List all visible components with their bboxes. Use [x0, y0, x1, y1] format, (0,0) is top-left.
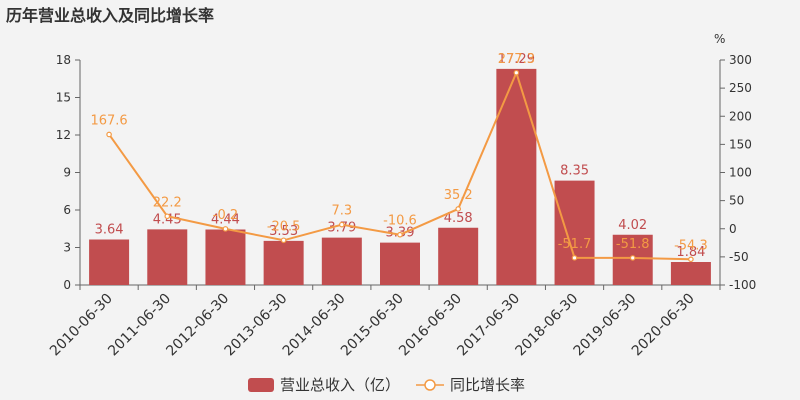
bar-data-label: 4.02	[618, 218, 647, 233]
x-tick-label: 2020-06-30	[629, 291, 698, 360]
bar	[554, 180, 595, 285]
bar-data-label: 17.29	[498, 52, 535, 67]
growth-point	[164, 213, 171, 220]
growth-data-label: 167.6	[90, 113, 127, 128]
legend-bar-swatch	[248, 377, 274, 392]
y-right-tick-label: -50	[729, 250, 749, 264]
growth-data-label: 35.2	[444, 188, 473, 203]
y-right-tick-label: 300	[729, 53, 752, 67]
growth-data-label: 277.3	[498, 52, 535, 67]
y-left-tick-label: 15	[56, 91, 71, 105]
legend-item-growth[interactable]: 同比增长率	[416, 374, 525, 395]
bar	[438, 227, 479, 285]
legend-line-swatch	[416, 378, 445, 391]
legend-item-revenue[interactable]: 营业总收入（亿）	[248, 374, 400, 395]
y-right-tick-label: 0	[729, 222, 737, 236]
bar	[380, 242, 420, 285]
legend-bar-label: 营业总收入（亿）	[280, 376, 401, 394]
growth-data-label: -54.3	[674, 238, 708, 253]
bar	[147, 229, 188, 285]
bar	[205, 229, 246, 285]
bar-data-label: 1.84	[676, 245, 705, 260]
growth-data-label: -51.8	[616, 237, 650, 252]
bar-data-label: 8.35	[560, 164, 589, 179]
y-right-tick-label: 200	[729, 109, 752, 123]
bar-data-label: 3.79	[327, 221, 356, 236]
growth-data-label: -20.5	[267, 219, 301, 234]
bar-data-label: 4.44	[211, 213, 240, 228]
chart-title: 历年营业总收入及同比增长率	[6, 6, 215, 25]
growth-data-label: 7.3	[331, 204, 352, 219]
y-left-tick-label: 12	[56, 128, 71, 142]
bar-data-label: 3.64	[95, 223, 124, 238]
y-left-tick-label: 9	[63, 166, 71, 180]
legend-line-label: 同比增长率	[450, 376, 526, 394]
y-right-unit: %	[714, 32, 725, 46]
legend[interactable]: 营业总收入（亿） 同比增长率	[248, 374, 541, 395]
y-left-tick-label: 18	[56, 53, 71, 67]
bar-data-label: 4.58	[444, 211, 473, 226]
y-right-tick-label: 150	[729, 137, 752, 151]
growth-data-label: -10.6	[383, 214, 417, 229]
growth-point	[106, 131, 112, 138]
y-right-tick-label: -100	[729, 278, 756, 292]
growth-data-label: -51.7	[558, 237, 592, 252]
growth-point	[688, 256, 694, 263]
y-left-tick-label: 6	[63, 203, 71, 217]
bar	[496, 68, 537, 285]
growth-point	[629, 255, 636, 261]
bar-data-label: 3.53	[269, 224, 298, 239]
bar	[89, 239, 130, 285]
y-right-tick-label: 50	[729, 194, 744, 208]
growth-point	[280, 237, 287, 244]
growth-point	[397, 231, 403, 238]
bar	[263, 240, 304, 285]
growth-data-label: 22.2	[153, 195, 182, 210]
growth-point	[513, 69, 520, 76]
growth-point	[571, 255, 578, 261]
y-right-tick-label: 250	[729, 81, 752, 95]
bar	[321, 237, 362, 285]
y-left-tick-label: 0	[63, 278, 71, 292]
bar	[670, 262, 711, 285]
y-left-tick-label: 3	[63, 241, 71, 255]
growth-point	[222, 226, 229, 232]
growth-data-label: -0.2	[213, 208, 238, 223]
bar-data-label: 4.45	[153, 212, 182, 227]
growth-point	[339, 221, 345, 228]
growth-point	[455, 206, 461, 212]
y-right-tick-label: 100	[729, 166, 752, 180]
